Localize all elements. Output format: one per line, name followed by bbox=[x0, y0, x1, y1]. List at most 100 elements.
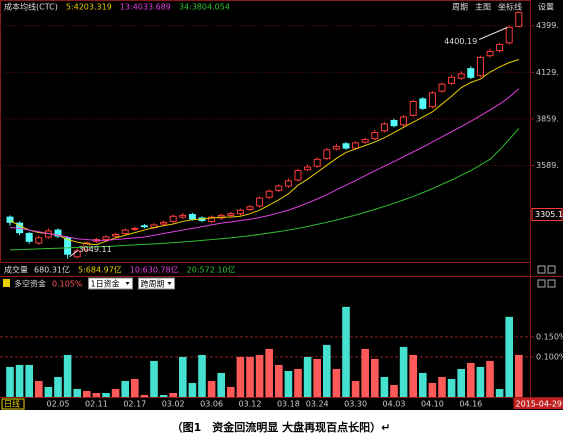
dropdown[interactable] bbox=[138, 277, 176, 290]
bar bbox=[313, 358, 321, 397]
candle-body bbox=[332, 145, 340, 150]
candle-body bbox=[188, 214, 196, 220]
candle-body bbox=[112, 233, 120, 237]
bar bbox=[102, 392, 110, 397]
candle-body bbox=[236, 209, 244, 215]
current-date-box bbox=[513, 398, 563, 409]
candle-body bbox=[409, 100, 417, 116]
x-tick-label: 02.17 bbox=[123, 400, 146, 409]
dropdown[interactable] bbox=[88, 277, 134, 290]
bar bbox=[380, 376, 389, 397]
y-tick-label: 4399. bbox=[536, 21, 559, 30]
toolbar-button[interactable]: 设置 bbox=[538, 2, 554, 12]
panel-icon bbox=[537, 279, 546, 288]
candle-body bbox=[515, 11, 523, 27]
dropdown-label: 跨周期 bbox=[141, 280, 165, 289]
legend-entry: 13:4033.689 bbox=[120, 3, 171, 12]
volume-label: 成交量 bbox=[4, 265, 28, 275]
bar bbox=[351, 380, 360, 397]
annotation: 3049.11 bbox=[79, 245, 112, 254]
candle-body bbox=[121, 229, 129, 235]
bar bbox=[505, 316, 513, 397]
ma-line bbox=[9, 88, 520, 241]
candle-body bbox=[25, 233, 33, 242]
caption: （图1 资金回流明显 大盘再现百点长阳）↵ bbox=[172, 420, 391, 434]
bar bbox=[121, 380, 129, 397]
x-tick-label: 04.16 bbox=[459, 400, 482, 409]
candle-body bbox=[208, 216, 216, 222]
bar bbox=[371, 358, 379, 397]
bar bbox=[35, 380, 43, 397]
bar bbox=[409, 354, 417, 397]
annotation-pointer bbox=[69, 250, 78, 258]
bar bbox=[275, 364, 283, 397]
x-tick-label: 02.05 bbox=[47, 400, 70, 409]
bar bbox=[179, 356, 187, 397]
candle-body bbox=[505, 26, 513, 44]
candle-body bbox=[35, 237, 43, 244]
panel-icon bbox=[547, 279, 556, 288]
legend-entry: 5:4203.319 bbox=[66, 3, 112, 12]
bar bbox=[399, 346, 408, 397]
candle-body bbox=[428, 92, 436, 108]
bar bbox=[92, 392, 101, 397]
bar bbox=[83, 390, 91, 397]
dropdown-label: 1日资金 bbox=[91, 279, 120, 289]
x-tick-label: 03.02 bbox=[162, 400, 185, 409]
candle-body bbox=[467, 68, 475, 78]
bar bbox=[140, 394, 149, 397]
candle-body bbox=[371, 132, 379, 140]
bar bbox=[476, 366, 485, 397]
candle-body bbox=[323, 149, 331, 159]
bar bbox=[207, 380, 216, 397]
bar bbox=[486, 360, 494, 397]
y-tick-label: 3589. bbox=[536, 161, 559, 170]
candle-body bbox=[294, 170, 302, 181]
bar bbox=[246, 356, 254, 397]
candle-body bbox=[342, 143, 350, 149]
candle-body bbox=[140, 225, 148, 228]
panel-icon bbox=[537, 265, 546, 274]
candle-body bbox=[361, 138, 369, 143]
y-tick-label: 4129. bbox=[536, 68, 559, 77]
volume-item: 5:684.97亿 bbox=[78, 265, 122, 275]
bar bbox=[265, 348, 273, 397]
bar bbox=[63, 354, 72, 397]
toolbar-button[interactable]: 坐标线 bbox=[498, 2, 522, 12]
bar bbox=[294, 368, 302, 397]
bar bbox=[361, 348, 369, 397]
y-tick-label: 0.150% bbox=[536, 332, 563, 341]
bar bbox=[131, 378, 139, 397]
bar bbox=[284, 370, 293, 397]
candle-body bbox=[476, 56, 484, 77]
x-tick-label: 03.30 bbox=[344, 400, 367, 409]
x-tick-label: 03.24 bbox=[306, 400, 329, 409]
panel-icon bbox=[547, 265, 556, 274]
chart-title: 成本均线(CTC) bbox=[4, 2, 58, 12]
candle-body bbox=[169, 215, 177, 222]
bar bbox=[25, 364, 33, 397]
y-tick-label: 0.100% bbox=[536, 352, 563, 361]
x-tick-label: 03.06 bbox=[200, 400, 223, 409]
bar bbox=[467, 362, 475, 397]
dropdown-arrow bbox=[125, 282, 130, 285]
bar bbox=[188, 382, 197, 397]
price-marker-label: 3305.1 bbox=[535, 210, 563, 219]
candle-body bbox=[179, 214, 187, 218]
bar bbox=[169, 392, 177, 397]
fund-title: 多空资金 bbox=[14, 279, 46, 289]
ma-line bbox=[9, 128, 520, 251]
bar bbox=[419, 372, 427, 397]
toolbar-button[interactable]: 主图 bbox=[475, 2, 491, 12]
bar bbox=[515, 354, 523, 397]
toolbar-button[interactable]: 周期 bbox=[452, 3, 468, 12]
candle-body bbox=[246, 206, 254, 210]
candle-body bbox=[284, 180, 292, 187]
legend-entry: 34:3804.054 bbox=[179, 3, 230, 12]
x-tick-label: 03.18 bbox=[277, 400, 300, 409]
candle-body bbox=[313, 158, 321, 167]
candle-body bbox=[457, 73, 465, 79]
bar bbox=[495, 388, 504, 397]
